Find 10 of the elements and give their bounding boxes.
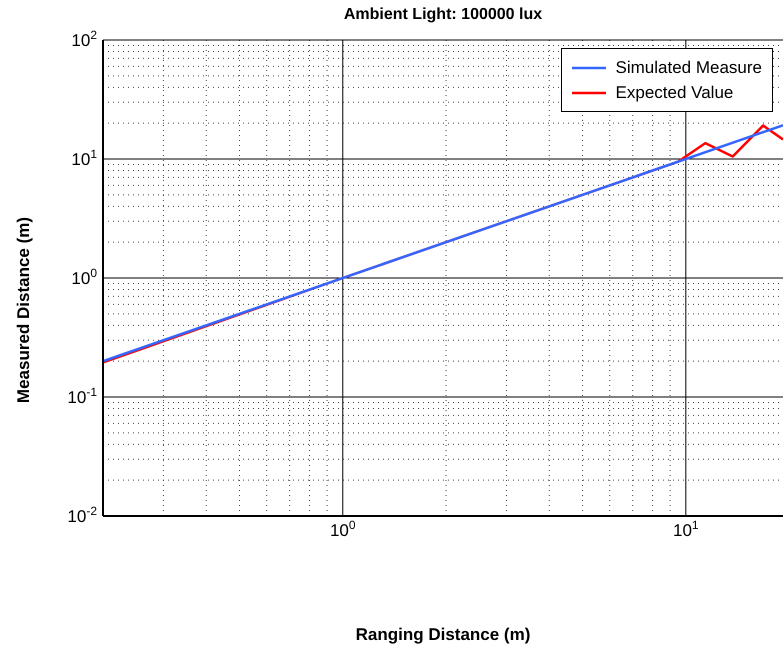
x-axis-title: Ranging Distance (m) [354,625,532,645]
y-tick-label: 10$^{0}$ [71,266,98,288]
y-axis-title: Measured Distance (m) [14,216,34,404]
y-tick-label: 10$^{1}$ [71,147,98,169]
y-tick-label: 10$^{2}$ [71,28,98,50]
legend-label: Expected Value [616,82,734,104]
legend-label: Simulated Measure [616,57,762,79]
chart-title: Ambient Light: 100000 lux [342,6,544,24]
y-tick-label: 10$^{-2}$ [67,504,98,526]
y-tick-label: 10$^{-1}$ [67,385,98,407]
